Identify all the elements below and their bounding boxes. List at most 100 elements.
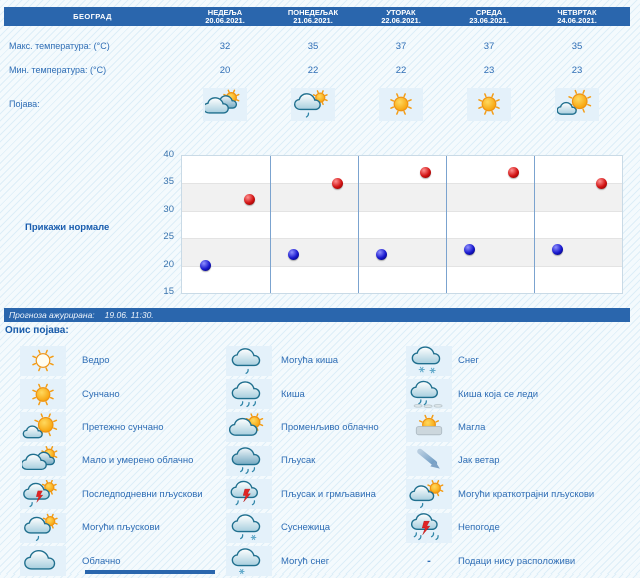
day-name: НЕДЕЉА (207, 8, 243, 17)
legend-icon-box (226, 479, 272, 510)
show-normals-link[interactable]: Прикажи нормале (25, 222, 110, 233)
day-date: 23.06.2021. (469, 16, 509, 25)
day-name: УТОРАК (386, 8, 416, 17)
min-temp-point (376, 249, 388, 261)
forecast-icon-cell (269, 87, 357, 121)
legend-label: Киша (281, 388, 305, 400)
legend-icon-box (20, 412, 66, 443)
min-temp-row: Мин. температура: (°C) 20 22 22 23 23 (4, 60, 621, 80)
day-header: СРЕДА 23.06.2021. (445, 8, 533, 25)
forecast-icon-box (203, 87, 247, 121)
legend-label: Облачно (82, 555, 121, 567)
max-temp-point (596, 177, 608, 189)
forecast-icon-box (467, 87, 511, 121)
legend-label: Ведро (82, 355, 110, 367)
legend-item: Киша (226, 377, 402, 410)
chart-band (182, 183, 622, 211)
updated-bar: Прогноза ажурирана: 19.06. 11:30. (4, 308, 630, 322)
mostly-sunny-icon (22, 413, 58, 439)
min-temp-point (200, 260, 212, 272)
chart-y-axis: 40 35 30 25 20 15 (148, 149, 176, 297)
max-temp-value: 35 (571, 40, 583, 52)
max-temp-value: 37 (483, 40, 495, 52)
no-data-dash: - (427, 555, 431, 568)
legend-item: - Подаци нису расположиви (406, 544, 638, 577)
legend-item: Јак ветар (406, 444, 638, 477)
min-temp-point (464, 243, 476, 255)
updated-label: Прогноза ажурирана: (9, 310, 95, 320)
legend-item: Последподневни пљускови (20, 478, 220, 511)
legend-icon-box (20, 546, 66, 577)
legend-icon-box (406, 445, 452, 476)
legend-title: Опис појава: (5, 325, 69, 336)
snow-icon (411, 346, 441, 374)
max-temp-value: 37 (395, 40, 407, 52)
legend-icon-box (406, 479, 452, 510)
y-axis-tick-label: 40 (163, 149, 174, 160)
legend-label: Непогоде (458, 522, 500, 534)
legend-icon-box (226, 379, 272, 410)
legend-icon-box (406, 345, 452, 376)
legend-item: Ведро (20, 344, 220, 377)
strong-wind-icon (417, 449, 440, 470)
legend-icon-box (20, 345, 66, 376)
legend-label: Могући пљускови (82, 522, 160, 534)
legend-icon-box (226, 412, 272, 443)
legend-icon-box (226, 512, 272, 543)
legend-icon-box (20, 379, 66, 410)
legend-icon-box (20, 479, 66, 510)
updated-value: 19.06. 11:30. (104, 310, 154, 320)
sunny-icon (390, 93, 412, 115)
rain-icon (231, 380, 261, 407)
forecast-icon-box (379, 87, 423, 121)
freezing-rain-icon (410, 380, 443, 408)
legend-column: Ведро Сунчано Претежно сунчано Мало и умере… (20, 344, 220, 578)
max-temp-point (420, 166, 432, 178)
y-axis-tick-label: 25 (163, 231, 174, 243)
max-temp-point (508, 166, 520, 178)
legend-label: Суснежица (281, 522, 331, 534)
legend-label: Пљусак (281, 455, 316, 467)
min-temp-value: 22 (395, 64, 407, 76)
legend-icon-box (226, 345, 272, 376)
phenomena-label: Појава: (9, 99, 40, 109)
chart-day-separator (358, 156, 359, 293)
legend-icon-box (20, 512, 66, 543)
afternoon-showers-icon (23, 479, 57, 507)
forecast-icon-cell (181, 87, 269, 121)
legend-label: Пљусак и грмљавина (281, 488, 376, 500)
forecast-icon-cell (445, 87, 533, 121)
max-temp-point (332, 177, 344, 189)
max-temp-point (244, 194, 256, 206)
max-temp-label: Макс. температура: (°C) (9, 41, 110, 51)
day-header: НЕДЕЉА 20.06.2021. (181, 8, 269, 25)
legend-item: Снег (406, 344, 638, 377)
legend-label: Снег (458, 355, 479, 367)
min-temp-point (552, 243, 564, 255)
legend-item: Непогоде (406, 511, 638, 544)
legend-label: Мало и умерено облачно (82, 455, 194, 467)
legend-item: Пљусак (226, 444, 402, 477)
y-axis-tick-label: 15 (163, 286, 174, 297)
day-date: 21.06.2021. (293, 16, 333, 25)
legend-label: Сунчано (82, 388, 120, 400)
forecast-icon-box (291, 87, 335, 121)
shower-thunder-icon (230, 480, 258, 506)
y-axis-tick-label: 30 (163, 203, 174, 215)
chart-band (182, 210, 622, 239)
forecast-icon-cell (357, 87, 445, 121)
chart-band (182, 156, 622, 184)
partial-footer-bar (85, 570, 215, 574)
legend-item: Сунчано (20, 377, 220, 410)
legend-item: Суснежица (226, 511, 402, 544)
sleet-icon (231, 514, 261, 541)
chart-day-separator (446, 156, 447, 293)
legend-label: Могући краткотрајни пљускови (458, 488, 595, 500)
chart-gridline (182, 183, 622, 185)
chart-band (182, 265, 622, 293)
legend-column: Могућа киша Киша Променљиво облачно Пљусак П… (226, 344, 402, 578)
shower-icon (231, 447, 261, 475)
possible-snow-icon (231, 547, 261, 574)
legend-icon-box (226, 445, 272, 476)
legend-label: Магла (458, 421, 486, 433)
